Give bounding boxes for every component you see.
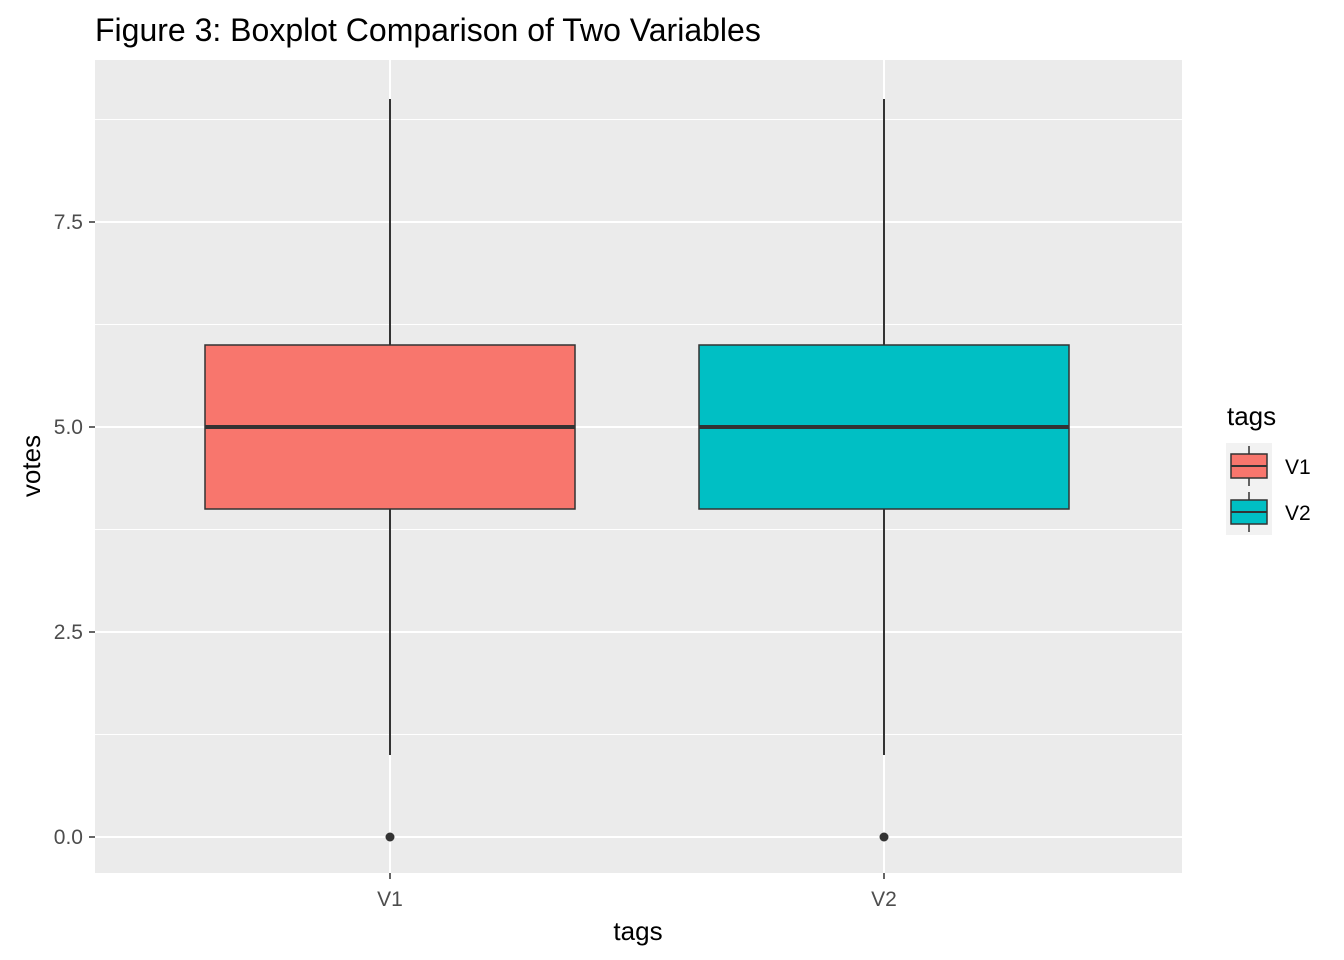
y-tick-label: 0.0 bbox=[54, 826, 83, 849]
y-axis: 0.0 2.5 5.0 7.5 bbox=[54, 211, 95, 849]
x-axis: V1 V2 bbox=[377, 873, 897, 911]
legend-title: tags bbox=[1227, 401, 1276, 431]
box-group bbox=[204, 99, 1070, 842]
legend-label: V2 bbox=[1285, 502, 1311, 525]
x-axis-title: tags bbox=[613, 916, 662, 946]
x-tick-label: V2 bbox=[871, 888, 897, 911]
y-axis-title: votes bbox=[16, 435, 46, 497]
y-tick-label: 5.0 bbox=[54, 416, 83, 439]
legend: tags V1 V2 bbox=[1226, 401, 1311, 535]
x-tick-label: V1 bbox=[377, 888, 403, 911]
legend-label: V1 bbox=[1285, 456, 1311, 479]
outlier-point bbox=[385, 832, 395, 842]
y-tick-label: 2.5 bbox=[54, 621, 83, 644]
chart-title: Figure 3: Boxplot Comparison of Two Vari… bbox=[95, 12, 761, 48]
outlier-point bbox=[879, 832, 889, 842]
y-tick-label: 7.5 bbox=[54, 211, 83, 234]
